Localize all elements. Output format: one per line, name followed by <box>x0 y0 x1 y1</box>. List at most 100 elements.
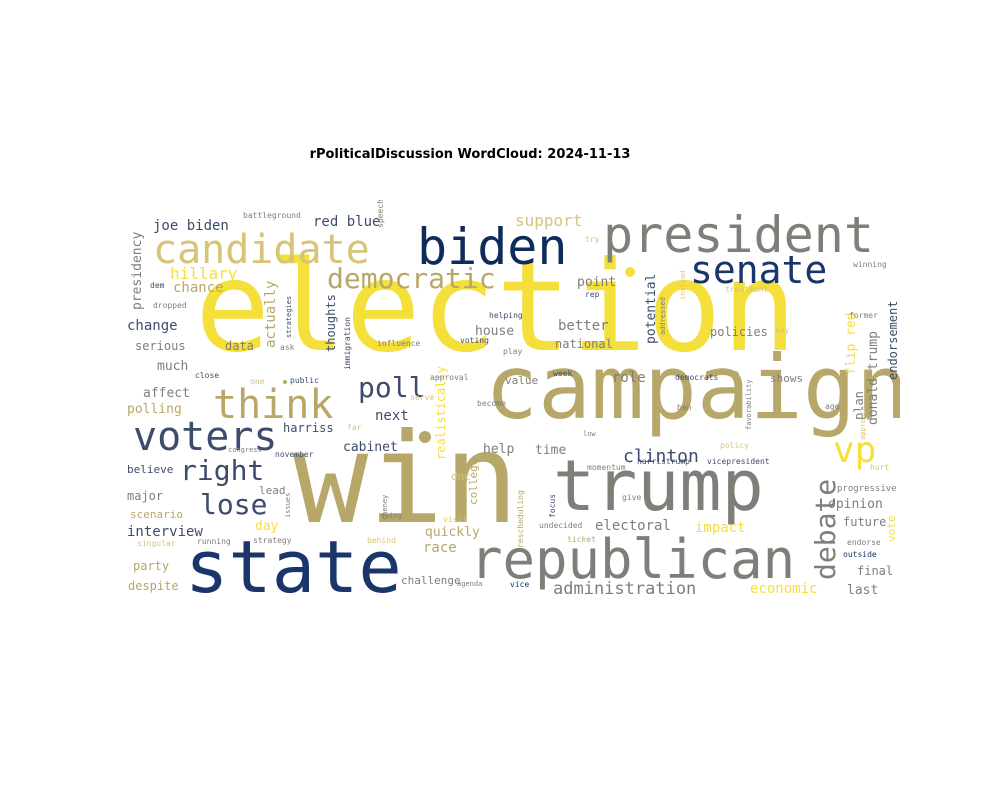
word-college: college <box>467 459 480 505</box>
word-opinion: opinion <box>828 497 883 512</box>
word-administration: administration <box>553 579 696 599</box>
word-public: public <box>290 376 319 385</box>
word-poll: poll <box>358 371 425 404</box>
word-swing: swing <box>381 512 402 520</box>
word-far: far <box>347 423 362 432</box>
word-democrats: democrats <box>675 373 719 382</box>
word-addressed: addressed <box>659 297 667 335</box>
word-week: week <box>553 369 572 378</box>
word-electoral: electoral <box>595 518 671 534</box>
word-age: age <box>825 402 840 411</box>
word-immigration: immigration <box>343 317 352 370</box>
word-thoughts: thoughts <box>324 294 338 352</box>
word-rescheduling: rescheduling <box>516 490 525 548</box>
word-helping: helping <box>489 311 523 320</box>
word-voting: voting <box>460 336 489 345</box>
word-major: major <box>127 489 163 503</box>
word-dem: dem <box>150 281 165 290</box>
word-issues: issues <box>284 493 292 518</box>
word-support: support <box>515 211 582 230</box>
word-trump: trump <box>553 445 764 527</box>
word-vp: vp <box>833 430 876 471</box>
word-momentum: momentum <box>587 463 626 472</box>
word-role: role <box>612 370 646 386</box>
word-singular: singular <box>137 539 176 548</box>
word-november: november <box>275 450 314 459</box>
word-cheney: cheney <box>381 495 389 520</box>
word-policy: policy <box>720 441 749 450</box>
word-lose: lose <box>200 488 267 521</box>
word-plan: plan <box>852 391 866 420</box>
word-change: change <box>127 318 178 334</box>
word-strategies: strategies <box>285 296 293 338</box>
word-scenario: scenario <box>130 508 183 521</box>
word-party: party <box>133 559 169 573</box>
word-point: point <box>577 275 616 290</box>
word-battleground: battleground <box>243 211 301 220</box>
word-ban: ban <box>677 403 692 412</box>
word-time: time <box>535 443 566 458</box>
word-clinton: clinton <box>623 446 699 467</box>
word-data: data <box>225 339 254 353</box>
word-become: become <box>477 399 506 408</box>
word-think: think <box>213 382 333 428</box>
word-help: help <box>483 442 514 457</box>
word-play: play <box>503 347 522 356</box>
word-next: next <box>375 408 409 424</box>
word-actually: actually <box>263 281 279 348</box>
word-outside: outside <box>843 550 877 559</box>
word-national: national <box>555 337 613 351</box>
dot-mark <box>731 371 739 379</box>
word-potential: potential <box>644 274 659 344</box>
word-better: better <box>558 318 609 334</box>
word-policies: policies <box>710 325 768 339</box>
dot-mark <box>283 380 287 384</box>
word-president: president <box>603 206 874 264</box>
word-low: low <box>583 430 596 438</box>
word-running: running <box>197 537 231 546</box>
word-vice: vice <box>510 580 529 589</box>
word-winning: winning <box>853 260 887 269</box>
word-joe-biden: joe biden <box>153 218 229 234</box>
word-despite: despite <box>128 579 179 593</box>
word-shows: shows <box>770 372 803 385</box>
figure-title: rPoliticalDiscussion WordCloud: 2024-11-… <box>309 147 631 162</box>
word-serious: serious <box>135 339 186 353</box>
word-influence: influence <box>377 339 421 348</box>
word-biden: biden <box>417 218 568 276</box>
word-last: last <box>847 583 878 598</box>
word-hillary: hillary <box>170 264 238 283</box>
word-cloud: election win campaign state trump republ… <box>125 199 909 609</box>
word-vicepresident: vicepresident <box>707 457 770 466</box>
word-voters: voters <box>133 414 278 460</box>
word-rep: rep <box>585 290 600 299</box>
word-agenda: agenda <box>457 580 482 588</box>
word-focus: focus <box>548 494 557 518</box>
word-impact: impact <box>695 520 746 536</box>
word-house: house <box>475 324 514 339</box>
word-candidate: candidate <box>153 227 370 273</box>
word-treatment: treatment <box>725 285 769 294</box>
word-flip-red: flip red <box>844 312 859 375</box>
word-approach: approach <box>859 406 867 440</box>
word-campaign: campaign <box>485 336 900 439</box>
word-endorsement: endorsement <box>886 301 900 380</box>
word-senate: senate <box>690 248 827 292</box>
word-harristrump: harristrump <box>637 457 690 466</box>
word-instead: instead <box>679 270 687 300</box>
word-give: give <box>622 493 641 502</box>
word-right: right <box>180 454 264 487</box>
word-cloud-canvas: election win campaign state trump republ… <box>127 199 909 609</box>
word-value: value <box>505 374 538 387</box>
word-affect: affect <box>143 386 190 401</box>
word-democratic: democratic <box>327 262 496 295</box>
word-quickly: quickly <box>425 525 480 540</box>
word-former: former <box>849 311 878 320</box>
word-key: key <box>775 326 790 335</box>
word-red-blue: red blue <box>313 214 380 230</box>
word-believe: believe <box>127 463 173 476</box>
word-favorability: favorability <box>745 379 753 430</box>
dot-mark <box>625 267 635 277</box>
word-progressive: progressive <box>837 484 897 494</box>
word-one: one <box>250 377 265 386</box>
